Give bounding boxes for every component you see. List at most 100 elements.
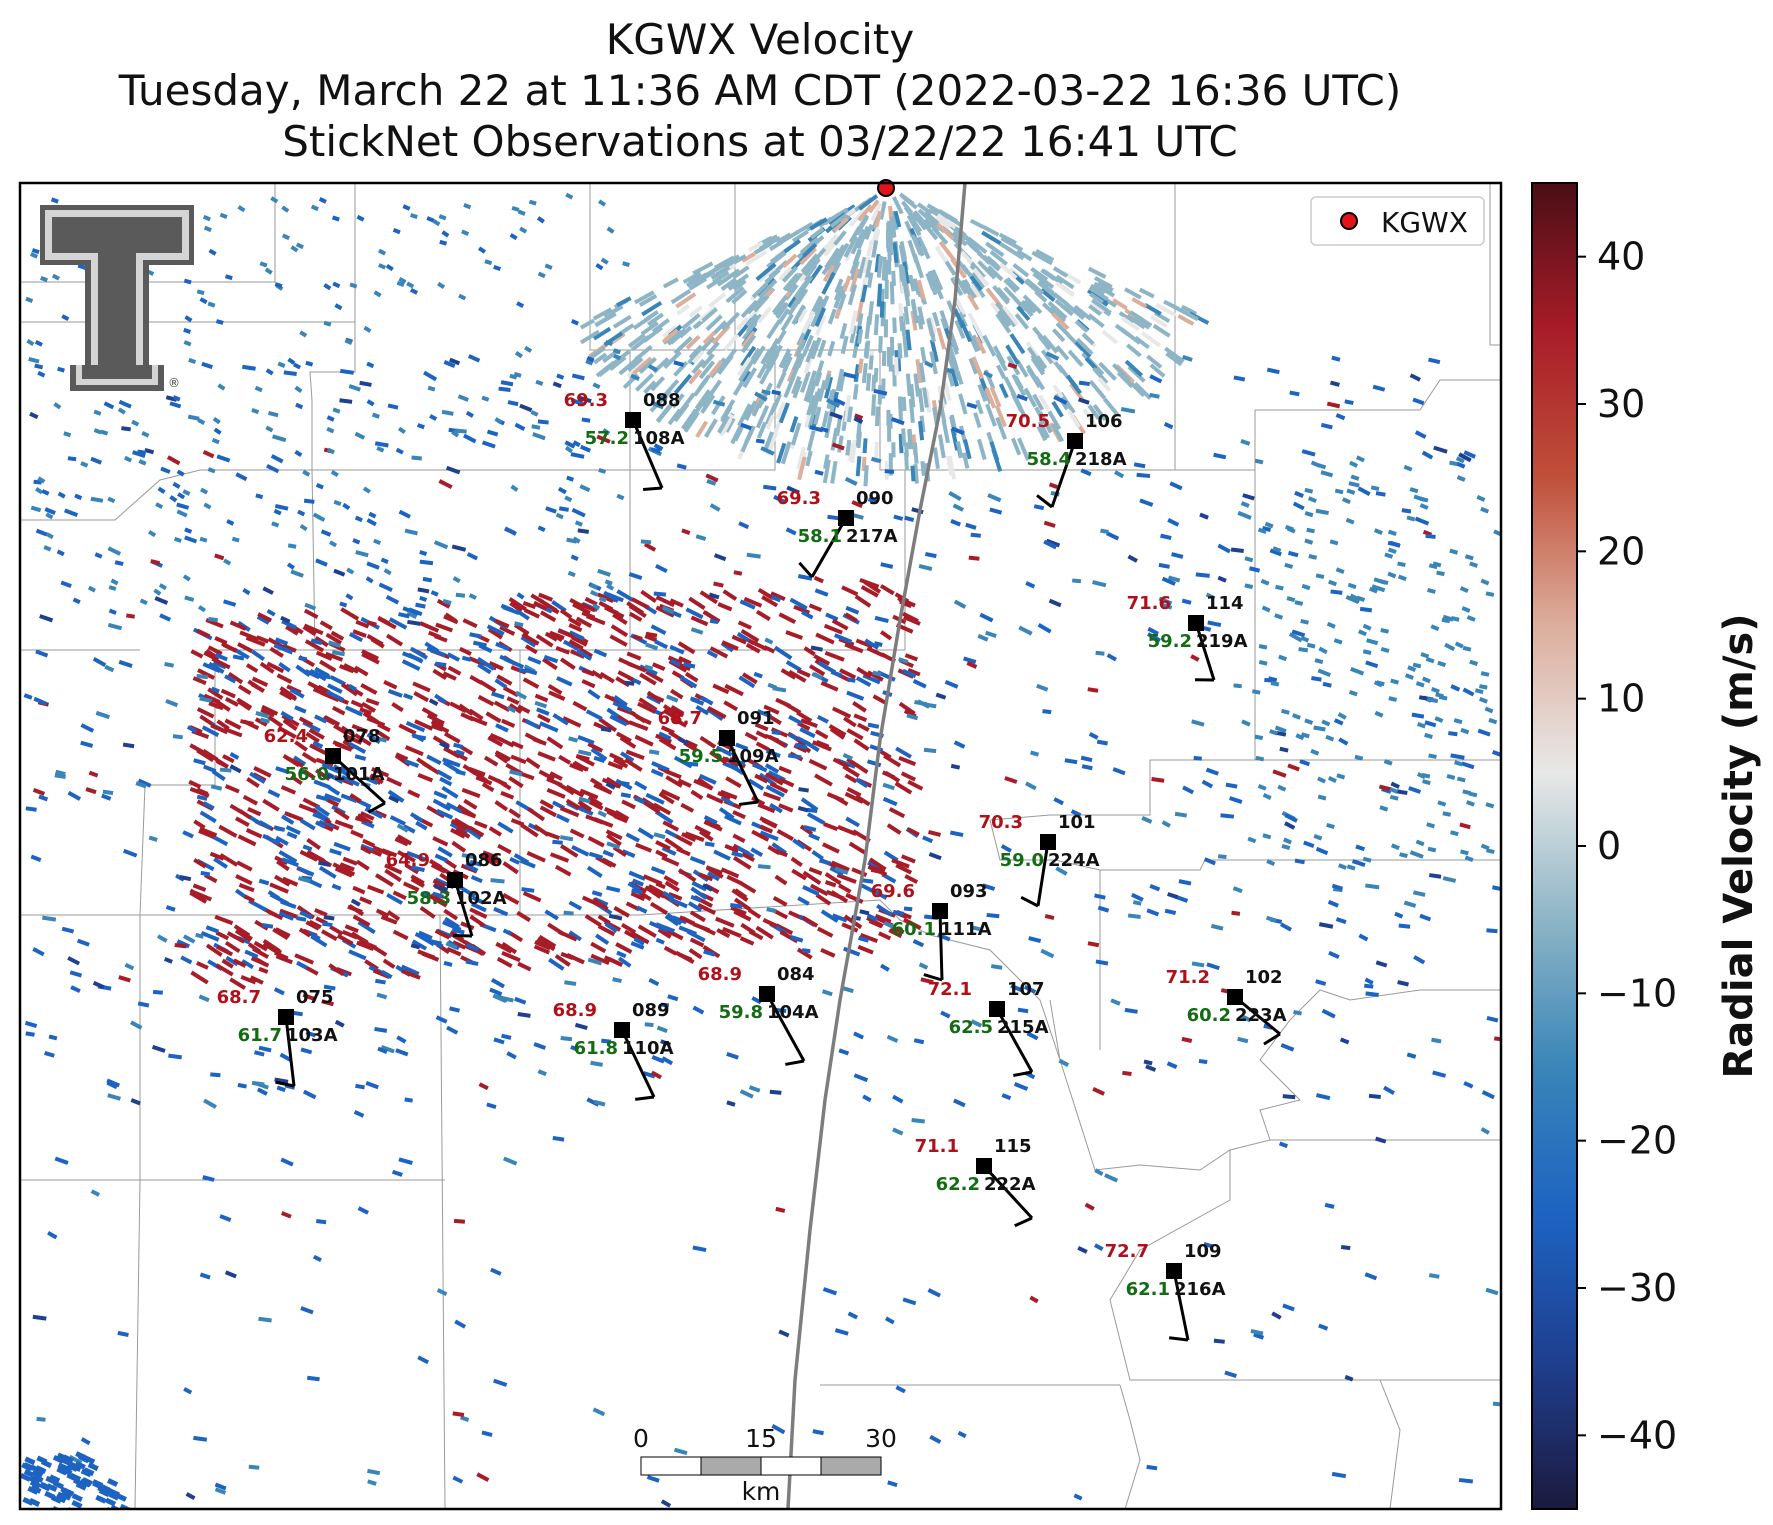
velocity-gate: [298, 655, 308, 662]
velocity-gate: [1365, 883, 1380, 890]
velocity-gate: [631, 597, 650, 610]
velocity-gate: [665, 775, 683, 788]
velocity-gate: [396, 834, 413, 846]
velocity-gate: [1035, 355, 1048, 370]
velocity-gate: [886, 823, 902, 835]
velocity-gate: [814, 588, 829, 597]
velocity-gate: [1437, 800, 1447, 807]
velocity-gate: [330, 630, 345, 641]
velocity-gate: [315, 483, 324, 490]
velocity-gate: [32, 947, 45, 957]
velocity-gate: [1298, 647, 1309, 653]
velocity-gate: [1370, 485, 1380, 492]
velocity-gate: [199, 1272, 211, 1280]
velocity-gate: [1201, 779, 1214, 789]
velocity-gate: [774, 849, 788, 858]
velocity-gate: [963, 656, 977, 664]
velocity-gate: [192, 883, 207, 892]
velocity-gate: [229, 764, 242, 774]
velocity-gate: [1032, 272, 1051, 288]
velocity-gate: [884, 1316, 895, 1325]
velocity-gate: [300, 1047, 313, 1055]
velocity-gate: [414, 719, 434, 731]
velocity-gate: [706, 649, 718, 659]
station-dewpoint: 62.5: [949, 1017, 993, 1038]
velocity-gate: [265, 368, 274, 376]
velocity-gate: [911, 1117, 925, 1124]
velocity-gate: [570, 452, 585, 459]
station-marker: [719, 730, 735, 746]
velocity-gate: [446, 946, 462, 957]
velocity-gate: [189, 888, 207, 901]
velocity-gate: [240, 975, 257, 985]
velocity-gate: [568, 736, 579, 743]
velocity-gate: [211, 437, 220, 445]
velocity-gate: [426, 754, 442, 766]
velocity-gate: [1074, 340, 1092, 358]
velocity-gate: [844, 642, 864, 654]
velocity-gate: [1260, 578, 1270, 586]
velocity-gate: [348, 741, 367, 754]
velocity-gate: [892, 1127, 904, 1136]
station-number: 107: [1007, 979, 1045, 1000]
station-temperature: 71.2: [1166, 967, 1210, 988]
velocity-gate: [903, 917, 922, 930]
velocity-gate: [321, 762, 342, 775]
velocity-gate: [1407, 665, 1417, 672]
velocity-gate: [237, 699, 252, 711]
velocity-gate: [844, 773, 858, 784]
station-dewpoint: 59.8: [719, 1002, 763, 1023]
wind-barb: [725, 737, 760, 803]
velocity-gate: [1350, 474, 1360, 481]
velocity-gate: [1409, 850, 1424, 859]
velocity-gate: [1275, 584, 1284, 591]
velocity-gate: [521, 632, 540, 646]
velocity-gate: [865, 373, 872, 391]
velocity-gate: [892, 317, 897, 334]
velocity-gate: [638, 293, 658, 307]
velocity-gate: [689, 910, 706, 923]
velocity-gate: [39, 1482, 51, 1492]
velocity-gate: [443, 746, 461, 759]
velocity-gate: [790, 856, 803, 868]
velocity-gate: [165, 699, 179, 708]
velocity-gate: [985, 630, 997, 638]
velocity-gate: [1030, 266, 1049, 282]
velocity-gate: [214, 914, 234, 926]
velocity-gate: [1348, 689, 1358, 697]
velocity-gate: [724, 311, 741, 328]
velocity-gate: [1426, 822, 1435, 829]
velocity-gate: [443, 731, 461, 744]
velocity-gate: [110, 1504, 122, 1509]
velocity-gate: [552, 381, 562, 389]
velocity-gate: [577, 735, 595, 745]
velocity-gate: [820, 909, 839, 923]
velocity-gate: [577, 749, 592, 757]
station-number: 078: [343, 726, 381, 747]
velocity-gate: [803, 258, 819, 277]
velocity-gate: [432, 668, 448, 681]
velocity-gate: [1066, 374, 1079, 390]
wind-barb: [765, 993, 806, 1062]
velocity-gate: [834, 1328, 849, 1336]
velocity-gate: [451, 927, 465, 935]
velocity-gate: [864, 638, 880, 650]
velocity-gate: [1314, 658, 1324, 665]
velocity-gate: [677, 778, 692, 788]
velocity-gate: [1336, 773, 1346, 780]
velocity-gate: [955, 370, 964, 385]
velocity-gate: [1048, 482, 1058, 489]
velocity-gate: [1288, 632, 1303, 643]
velocity-gate: [524, 667, 538, 676]
velocity-gate: [1095, 650, 1105, 656]
velocity-gate: [646, 694, 662, 705]
velocity-gate: [442, 757, 461, 768]
station-id: 219A: [1196, 631, 1248, 652]
velocity-gate: [332, 281, 341, 289]
velocity-gate: [754, 391, 768, 402]
velocity-gate: [1326, 822, 1335, 829]
velocity-gate: [530, 410, 539, 417]
velocity-gate: [501, 1033, 512, 1040]
velocity-gate: [824, 376, 834, 399]
scale-unit: km: [742, 1477, 781, 1506]
